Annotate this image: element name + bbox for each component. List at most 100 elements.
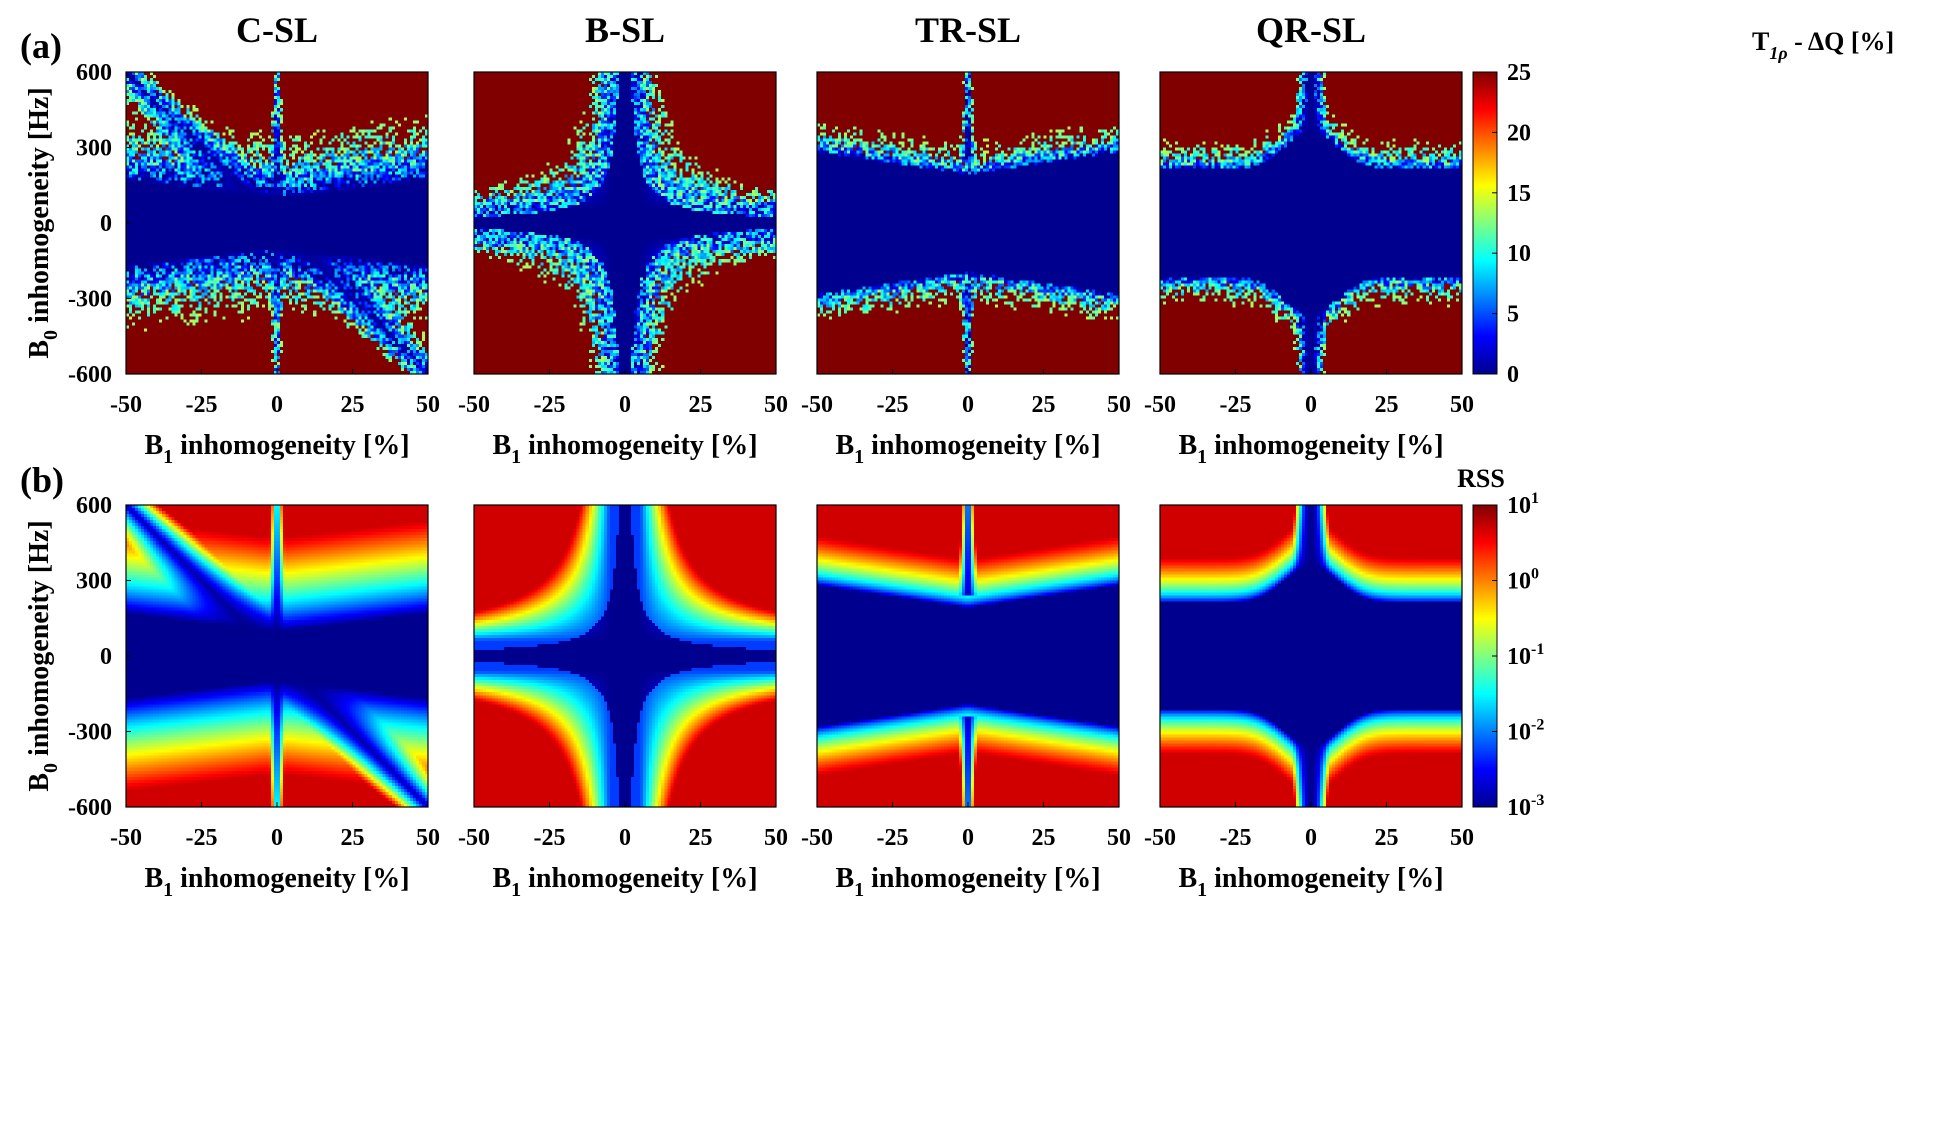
x-axis-label-rest: inhomogeneity [%] <box>1207 863 1443 894</box>
x-tick-label: 50 <box>1107 825 1131 851</box>
x-tick-label: -50 <box>1144 392 1176 418</box>
x-tick-label: 25 <box>689 392 713 418</box>
x-tick-label: 0 <box>1305 825 1317 851</box>
y-tick-label: -300 <box>68 287 112 313</box>
colorbar-tick-label: 101 <box>1507 490 1539 519</box>
colorbar-tick-label: 15 <box>1507 181 1531 207</box>
x-axis-label-rest: inhomogeneity [%] <box>1207 430 1443 461</box>
heatmap-image <box>1160 72 1462 374</box>
y-tick-label: 600 <box>76 493 112 519</box>
y-tick-label: 300 <box>76 569 112 595</box>
x-tick-label: -50 <box>801 392 833 418</box>
heatmap-image <box>474 72 776 374</box>
colorbar-tick-label: 5 <box>1507 302 1519 328</box>
x-axis-label: B1 inhomogeneity [%] <box>144 863 409 901</box>
x-axis-label-sub: 1 <box>1197 879 1207 901</box>
x-tick-label: -25 <box>1220 825 1252 851</box>
plot-title: C-SL <box>236 10 318 50</box>
x-tick-label: 0 <box>1305 392 1317 418</box>
x-tick-label: -50 <box>110 825 142 851</box>
x-tick-label: 25 <box>689 825 713 851</box>
x-tick-label: 0 <box>271 825 283 851</box>
panel-a-b-sl: B-SL -50 -25 0 25 50 B1 inhomogeneity [%] <box>458 10 788 468</box>
x-axis-label-rest: inhomogeneity [%] <box>521 430 757 461</box>
x-tick-label: 50 <box>764 825 788 851</box>
x-tick-label: 25 <box>1375 825 1399 851</box>
colorbar-tick-exponent: 0 <box>1531 566 1539 583</box>
x-tick-label: 50 <box>416 392 440 418</box>
x-tick-label: -25 <box>534 392 566 418</box>
y-tick-label: 0 <box>100 644 112 670</box>
colorbar-gradient <box>1472 71 1498 375</box>
x-tick-label: 50 <box>1450 825 1474 851</box>
heatmap-image <box>817 72 1119 374</box>
x-tick-label: -25 <box>186 825 218 851</box>
x-tick-label: 50 <box>416 825 440 851</box>
colorbar-tick-base: 10 <box>1507 795 1531 821</box>
x-axis-label: B1 inhomogeneity [%] <box>1178 430 1443 468</box>
x-axis-label-sub: 1 <box>511 879 521 901</box>
y-axis-label-rest: inhomogeneity [Hz] <box>24 87 55 330</box>
colorbar-title: T1ρ - ΔQ [%] <box>1752 27 1894 63</box>
x-tick-label: -25 <box>877 825 909 851</box>
x-tick-label: -50 <box>458 392 490 418</box>
x-axis-label-sub: 1 <box>163 879 173 901</box>
colorbar-tick-label: 25 <box>1507 60 1531 86</box>
panel-b-b-sl: -50 -25 0 25 50 B1 inhomogeneity [%] <box>458 504 788 901</box>
x-axis-label-sub: 1 <box>511 446 521 468</box>
panel-b-tr-sl: -50 -25 0 25 50 B1 inhomogeneity [%] <box>801 504 1131 901</box>
colorbar-tick-exponent: -1 <box>1531 641 1544 658</box>
x-tick-label: 25 <box>1032 825 1056 851</box>
y-axis-label-sub: 0 <box>40 330 62 340</box>
y-axis-label-main: B <box>24 773 55 792</box>
plot-title: B-SL <box>585 10 665 50</box>
colorbar-tick-base: 10 <box>1507 569 1531 595</box>
colorbar-tick-label: 10-3 <box>1507 792 1544 821</box>
y-axis-label-sub: 0 <box>40 763 62 773</box>
y-axis-label-main: B <box>24 340 55 359</box>
colorbar-title: RSS <box>1457 464 1505 493</box>
x-axis-label-sub: 1 <box>1197 446 1207 468</box>
colorbar-title-rest: - ΔQ [%] <box>1788 27 1895 56</box>
colorbar-title-main: T <box>1752 27 1769 56</box>
x-axis-label-sub: 1 <box>854 879 864 901</box>
y-tick-label: 300 <box>76 136 112 162</box>
x-axis-label-main: B <box>835 430 854 461</box>
x-tick-label: 25 <box>1375 392 1399 418</box>
x-axis-label: B1 inhomogeneity [%] <box>144 430 409 468</box>
x-axis-label-main: B <box>144 430 163 461</box>
x-tick-label: -25 <box>534 825 566 851</box>
colorbar-tick-label: 20 <box>1507 120 1531 146</box>
heatmap-image <box>474 505 776 807</box>
colorbar: 25 20 15 10 5 0 T1ρ - ΔQ [%] <box>1472 27 1894 388</box>
colorbar-title-sub: 1ρ <box>1769 43 1787 63</box>
x-axis-label-main: B <box>835 863 854 894</box>
heatmap-image <box>126 505 428 807</box>
colorbar-tick-exponent: -2 <box>1531 717 1544 734</box>
x-axis-label-rest: inhomogeneity [%] <box>521 863 757 894</box>
plot-title: TR-SL <box>915 10 1021 50</box>
y-axis-label: B0 inhomogeneity [Hz] <box>24 520 62 791</box>
heatmap-image <box>126 72 428 374</box>
x-tick-label: -50 <box>458 825 490 851</box>
x-tick-label: 25 <box>1032 392 1056 418</box>
x-axis-label-rest: inhomogeneity [%] <box>864 863 1100 894</box>
x-tick-label: -50 <box>110 392 142 418</box>
x-tick-label: 50 <box>1450 392 1474 418</box>
panel-a-tr-sl: TR-SL -50 -25 0 25 50 B1 inhomogeneity [%] <box>801 10 1131 468</box>
y-axis-label: B0 inhomogeneity [Hz] <box>24 87 62 358</box>
colorbar-tick-exponent: -3 <box>1531 792 1544 809</box>
x-axis-label-rest: inhomogeneity [%] <box>173 863 409 894</box>
y-tick-label: -300 <box>68 720 112 746</box>
x-axis-label-main: B <box>144 863 163 894</box>
x-axis-label-main: B <box>492 863 511 894</box>
x-axis-label-main: B <box>1178 430 1197 461</box>
y-tick-label: 0 <box>100 211 112 237</box>
x-axis-label-sub: 1 <box>854 446 864 468</box>
